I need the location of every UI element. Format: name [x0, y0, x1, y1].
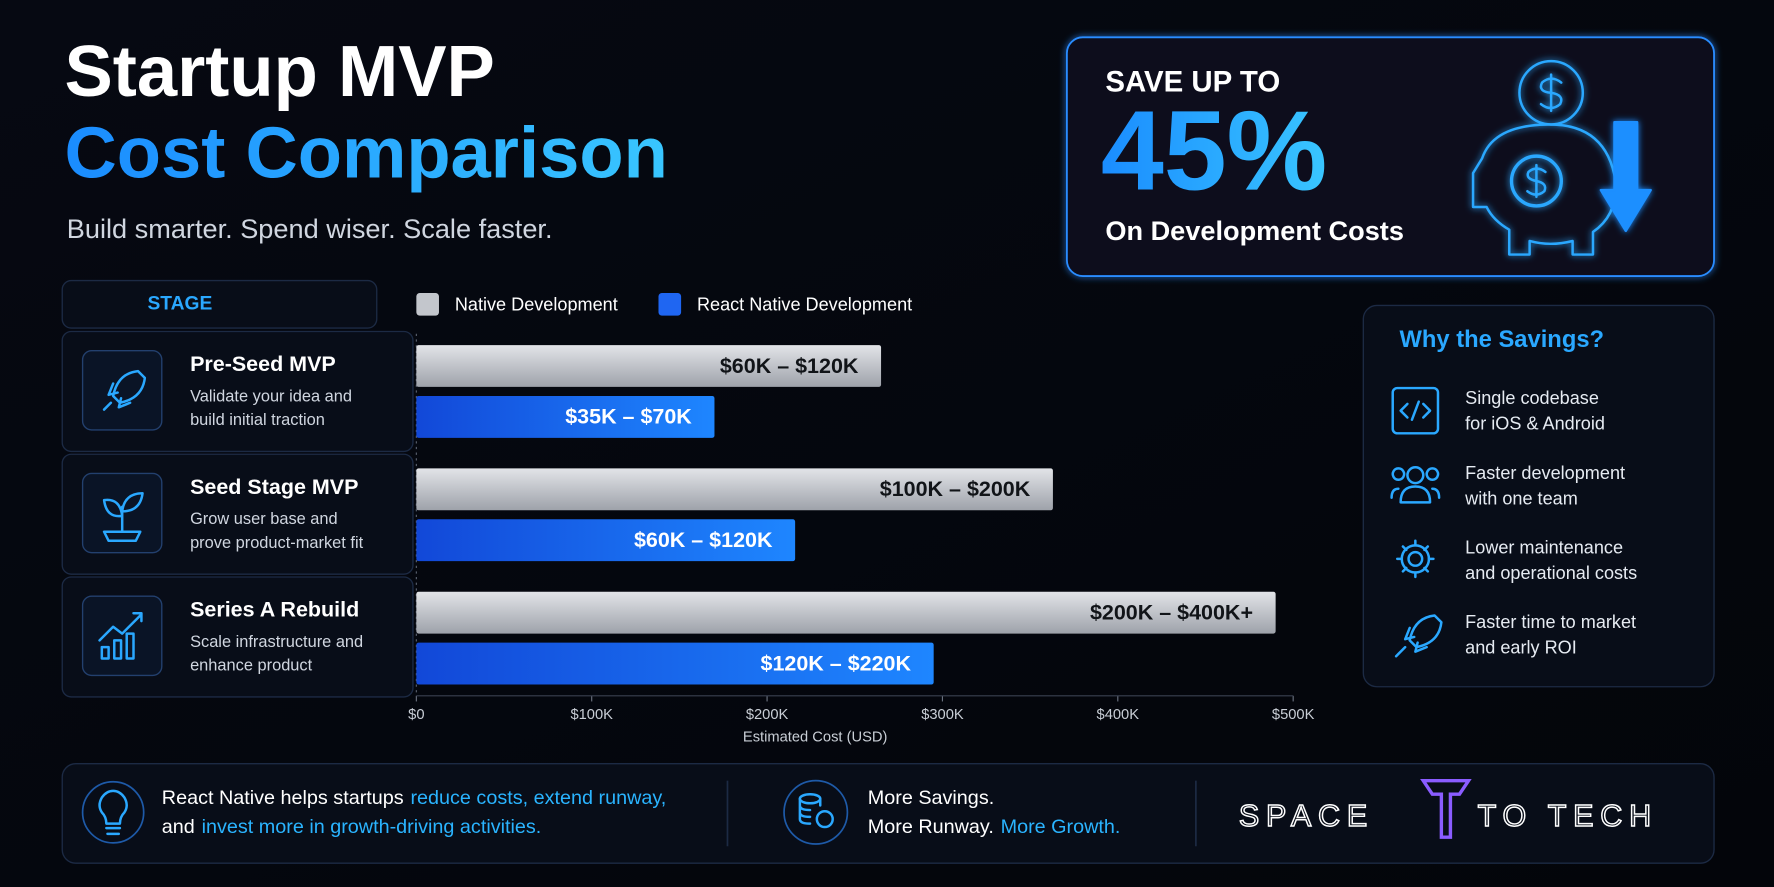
x-tick-label: $100K — [570, 707, 613, 723]
bar-label: $60K – $120K — [634, 528, 773, 552]
footer-text: React Native helps startups — [162, 787, 404, 809]
x-tick-label: $400K — [1097, 707, 1140, 723]
stage-name: Pre-Seed MVP — [190, 352, 336, 376]
bar — [416, 642, 934, 685]
bar-label: $60K – $120K — [720, 354, 859, 378]
footer-message: and invest more in growth-driving activit… — [162, 816, 542, 838]
savings-caption: On Development Costs — [1105, 215, 1404, 246]
stage-icons — [98, 369, 147, 660]
stage-description: enhance product — [190, 657, 313, 675]
why-items: Single codebase for iOS & Android Faster d… — [1464, 388, 1637, 657]
stage-description: Validate your idea and — [190, 387, 352, 405]
legend-label: React Native Development — [697, 294, 912, 314]
footer-message: React Native helps startups reduce costs,… — [162, 787, 667, 809]
x-tick-label: $200K — [746, 707, 789, 723]
legend-swatch — [416, 293, 439, 316]
why-title: Why the Savings? — [1400, 326, 1605, 353]
stage-description: Grow user base and — [190, 510, 338, 528]
why-item-text: and operational costs — [1465, 563, 1637, 583]
why-item-text: with one team — [1464, 488, 1578, 508]
stage-header: STAGE — [147, 293, 212, 314]
stage-description: prove product-market fit — [190, 534, 364, 552]
stage-description: build initial traction — [190, 411, 325, 429]
why-item-text: Faster time to market — [1465, 612, 1636, 632]
stage-icon-box — [81, 350, 163, 431]
tagline: More Savings. — [868, 787, 994, 809]
x-tick-label: $300K — [921, 707, 964, 723]
coin-icon-ring — [783, 779, 849, 845]
legend-swatch — [658, 293, 682, 316]
stage-rows: Pre-Seed MVP Validate your idea and build … — [61, 330, 414, 698]
why-icons — [1390, 386, 1443, 658]
tagline: More Runway. More Growth. — [868, 816, 1121, 838]
coin-icon — [798, 792, 834, 829]
x-tick-label: $0 — [408, 707, 424, 723]
title: Cost Comparison — [64, 113, 667, 194]
why-item-text: Lower maintenance — [1465, 537, 1623, 557]
savings-figure: 45% — [1101, 87, 1327, 213]
tagline-text: More Runway. — [868, 816, 994, 838]
stage-icon-box — [81, 595, 163, 677]
why-item-text: Single codebase — [1465, 388, 1599, 408]
footer-bar — [61, 763, 1715, 864]
bar — [416, 345, 882, 387]
why-item-text: for iOS & Android — [1465, 414, 1605, 434]
bar-label: $100K – $200K — [880, 477, 1031, 501]
savings-kicker: SAVE UP TO — [1105, 65, 1280, 98]
bar — [416, 468, 1053, 511]
bulb-icon-ring — [81, 780, 145, 844]
bulb-icon — [98, 789, 128, 836]
logo-text: SPACE — [1239, 799, 1374, 833]
footer-highlight: invest more in growth-driving activities… — [202, 816, 542, 838]
footer-text: and — [162, 816, 195, 838]
why-item-text: Faster development — [1465, 463, 1625, 483]
stage-name: Series A Rebuild — [190, 598, 359, 622]
logo-text: TO TECH — [1478, 799, 1658, 833]
bar-label: $120K – $220K — [761, 651, 912, 675]
stage-name: Seed Stage MVP — [190, 475, 358, 499]
tagline-highlight: More Growth. — [1001, 816, 1121, 838]
bar-label: $35K – $70K — [565, 405, 692, 429]
stage-header-box — [61, 279, 378, 329]
bar — [416, 519, 796, 562]
footer-highlight: reduce costs, extend runway, — [410, 787, 666, 809]
bar-label: $200K – $400K+ — [1090, 600, 1253, 624]
stage-description: Scale infrastructure and — [190, 633, 363, 651]
bar-chart: Native Development React Native Developme… — [408, 293, 1315, 746]
bar — [416, 395, 715, 438]
legend-label: Native Development — [455, 294, 618, 314]
logo-mark — [1420, 778, 1472, 839]
piggy-bank-icon — [1471, 59, 1652, 256]
why-card — [1362, 304, 1715, 688]
bar — [416, 591, 1276, 634]
title: Startup MVP — [64, 31, 494, 112]
x-axis-title: Estimated Cost (USD) — [743, 730, 887, 746]
why-item-text: and early ROI — [1465, 638, 1577, 658]
x-tick-label: $500K — [1272, 707, 1315, 723]
subtitle: Build smarter. Spend wiser. Scale faster… — [67, 213, 553, 244]
